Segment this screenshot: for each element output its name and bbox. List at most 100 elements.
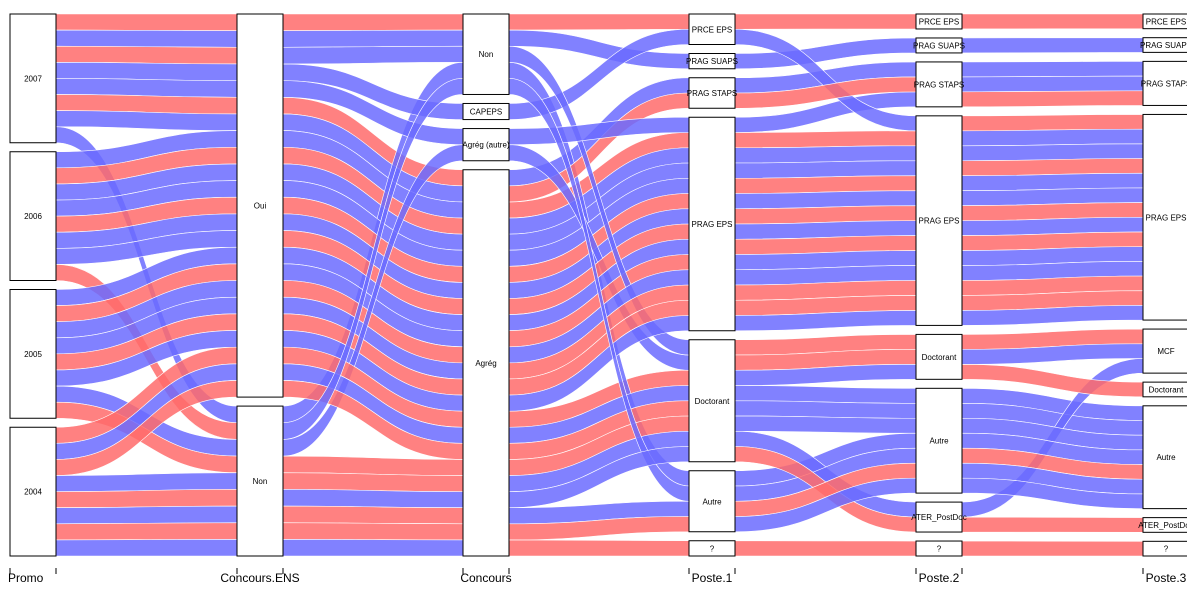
box-label-promo-2007: 2007	[24, 74, 42, 83]
flow-promo-31	[55, 539, 238, 557]
flow-concours-0	[508, 13, 690, 31]
box-poste-1-prag-suaps	[688, 53, 736, 70]
box-label-poste-1-prag-suaps: PRAG SUAPS	[686, 57, 738, 66]
box-poste-1-autre	[688, 470, 736, 533]
box-label-poste-3-: ?	[1164, 545, 1169, 554]
box-label-poste-3-prce-eps: PRCE EPS	[1146, 17, 1186, 26]
flow-concours-ens-0	[282, 13, 464, 31]
box-poste-2-prag-staps	[915, 61, 963, 108]
flow-poste-2-0	[961, 13, 1144, 30]
box-label-poste-2-autre: Autre	[929, 437, 949, 446]
flow-poste-2-4	[961, 61, 1144, 78]
flow-concours-ens-28	[282, 505, 464, 525]
box-poste-3-	[1142, 540, 1187, 557]
flow-promo-29	[55, 505, 238, 525]
flow-promo-2	[55, 45, 238, 65]
box-poste-3-autre	[1142, 405, 1187, 510]
box-poste-3-ater-postdoc	[1142, 517, 1187, 533]
box-label-promo-2006: 2006	[24, 212, 42, 221]
axis-label-poste-2: Poste.2	[919, 571, 960, 585]
category-boxes-layer: 2007 2006 2005 2004 Oui Non Non CAPEPS Agrég (au…	[9, 13, 1187, 557]
box-poste-3-prce-eps	[1142, 13, 1187, 30]
box-label-poste-2-: ?	[937, 545, 942, 554]
box-promo-2005	[9, 289, 57, 419]
box-promo-2006	[9, 151, 57, 281]
box-label-poste-2-ater-postdoc: ATER_PostDoc	[911, 513, 966, 522]
box-label-promo-2005: 2005	[24, 350, 42, 359]
box-concours-ens-oui	[236, 13, 284, 398]
flow-concours-ens-30	[282, 522, 464, 541]
box-label-poste-3-prag-suaps: PRAG SUAPS	[1140, 41, 1187, 50]
box-label-poste-2-prag-staps: PRAG STAPS	[914, 80, 965, 89]
box-label-poste-1-prce-eps: PRCE EPS	[692, 25, 732, 34]
box-label-concours-capeps: CAPEPS	[470, 108, 502, 117]
box-label-concours-agr-g-autre: Agrég (autre)	[462, 141, 509, 150]
box-poste-1-doctorant	[688, 339, 736, 463]
box-poste-2-ater-postdoc	[915, 501, 963, 533]
flow-poste-2-2	[961, 114, 1144, 132]
box-poste-2-prce-eps	[915, 13, 963, 30]
flow-promo-27	[55, 472, 238, 492]
box-concours-capeps	[462, 102, 510, 121]
box-label-concours-non: Non	[479, 50, 494, 59]
box-poste-3-prag-staps	[1142, 60, 1187, 106]
box-promo-2004	[9, 426, 57, 557]
flow-poste-1-0	[734, 13, 917, 30]
box-label-poste-3-doctorant: Doctorant	[1149, 385, 1184, 394]
box-label-concours-agr-g: Agrég	[475, 359, 496, 368]
axis-label-poste-1: Poste.1	[692, 571, 733, 585]
box-label-poste-3-mcf: MCF	[1157, 347, 1174, 356]
box-poste-1-	[688, 540, 736, 557]
box-label-poste-1-autre: Autre	[702, 497, 722, 506]
flow-promo-1	[55, 29, 238, 48]
box-label-concours-ens-non: Non	[253, 477, 268, 486]
flow-poste-2-12	[961, 90, 1144, 108]
box-promo-2007	[9, 13, 57, 144]
flow-poste-1-31	[734, 415, 917, 434]
flow-concours-30	[508, 539, 690, 557]
box-poste-3-prag-suaps	[1142, 37, 1187, 53]
flow-poste-1-2	[734, 130, 917, 149]
box-label-poste-1-: ?	[710, 544, 715, 553]
box-concours-agr-g-autre	[462, 128, 510, 162]
axis-label-concours: Concours	[460, 571, 511, 585]
flow-promo-28	[55, 489, 238, 509]
flow-poste-2-8	[961, 143, 1144, 162]
box-poste-2-prag-eps	[915, 115, 963, 326]
axis-labels-layer: Promo Concours.ENS Concours Poste.1 Poste.2 P…	[8, 568, 1187, 585]
box-concours-ens-non	[236, 405, 284, 557]
flow-concours-ens-23	[282, 472, 464, 492]
flow-poste-2-23	[961, 516, 1144, 533]
box-label-poste-3-prag-eps: PRAG EPS	[1146, 213, 1187, 222]
box-poste-1-prce-eps	[688, 13, 736, 45]
flow-promo-30	[55, 522, 238, 541]
box-concours-non	[462, 13, 510, 95]
box-poste-2-prag-suaps	[915, 37, 963, 54]
flow-poste-2-1	[961, 37, 1144, 54]
flow-poste-2-3	[961, 128, 1144, 147]
box-poste-1-prag-eps	[688, 116, 736, 332]
flows-layer	[55, 13, 1144, 557]
box-label-promo-2004: 2004	[24, 488, 42, 497]
box-poste-3-prag-eps	[1142, 113, 1187, 321]
box-concours-agr-g	[462, 169, 510, 557]
box-label-poste-2-prce-eps: PRCE EPS	[919, 17, 959, 26]
box-poste-2-	[915, 540, 963, 557]
flow-poste-1-3	[734, 145, 917, 164]
box-label-poste-3-prag-staps: PRAG STAPS	[1141, 79, 1187, 88]
box-label-poste-2-prag-suaps: PRAG SUAPS	[913, 41, 965, 50]
flow-promo-0	[55, 13, 238, 31]
box-label-poste-3-ater-postdoc: ATER_PostDoc	[1138, 521, 1187, 530]
axis-label-poste-3: Poste.3	[1146, 571, 1187, 585]
box-label-poste-1-prag-staps: PRAG STAPS	[687, 89, 738, 98]
flow-concours-ens-27	[282, 489, 464, 509]
box-label-concours-ens-oui: Oui	[254, 202, 267, 211]
flow-promo-6	[55, 110, 238, 131]
box-poste-3-mcf	[1142, 328, 1187, 374]
box-label-poste-2-prag-eps: PRAG EPS	[919, 217, 960, 226]
flow-poste-1-30	[734, 540, 917, 557]
box-poste-2-autre	[915, 387, 963, 494]
axis-label-promo: Promo	[8, 571, 44, 585]
box-label-poste-1-doctorant: Doctorant	[695, 397, 730, 406]
